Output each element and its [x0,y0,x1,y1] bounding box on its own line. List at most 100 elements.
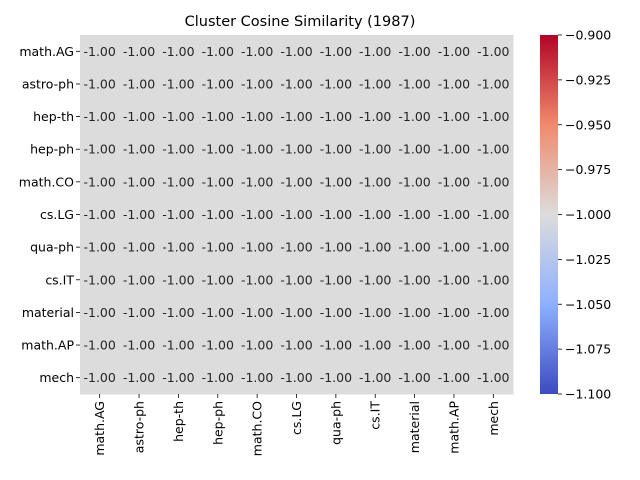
heatmap-cell [119,263,160,297]
y-tick-label: math.AP [21,338,74,353]
cell-value-label: -1.00 [398,109,430,124]
heatmap-cell [198,198,238,232]
heatmap-cell [198,230,238,264]
heatmap-cell [198,67,238,101]
heatmap-cell [276,67,317,101]
heatmap-cell [355,100,396,134]
heatmap-cell [237,230,278,264]
heatmap-cell [473,100,514,134]
cell-value-label: -1.00 [202,305,234,320]
x-tick-label: cs.IT [368,401,383,430]
y-tick-label: material [22,305,74,320]
cell-value-label: -1.00 [398,370,430,385]
cell-value-label: -1.00 [477,174,509,189]
cell-value-label: -1.00 [162,44,194,59]
heatmap-cell [316,132,357,167]
heatmap-cell [119,328,160,362]
colorbar-tick-label: −1.025 [565,252,611,267]
colorbar-tick-label: −1.075 [565,342,611,357]
cell-value-label: -1.00 [477,305,509,320]
cell-value-label: -1.00 [241,207,273,222]
y-tick-label: mech [39,370,74,385]
cell-value-label: -1.00 [438,76,470,91]
cell-value-label: -1.00 [398,272,430,287]
heatmap-cell [276,230,317,264]
heatmap-cell [198,165,238,199]
heatmap-cell [80,132,120,167]
cell-value-label: -1.00 [84,44,116,59]
x-tick-label: hep-th [171,401,186,442]
heatmap-cell [355,328,396,362]
x-axis: math.AG astro-ph hep-th hep-ph math.CO cs.LG q… [92,394,501,456]
cell-value-label: -1.00 [477,240,509,255]
heatmap-cell [80,328,120,362]
heatmap-cell [355,35,396,69]
cell-value-label: -1.00 [123,338,155,353]
cell-value-label: -1.00 [241,240,273,255]
cell-value-label: -1.00 [359,207,391,222]
heatmap-cell [473,230,514,264]
colorbar-gradient [540,35,558,394]
cell-value-label: -1.00 [359,272,391,287]
cell-value-label: -1.00 [280,305,312,320]
y-tick-label: hep-th [33,109,74,124]
heatmap-cell [394,296,435,330]
heatmap-cell [158,230,199,264]
heatmap-cell [316,328,357,362]
cell-value-label: -1.00 [320,370,352,385]
heatmap-cell [394,328,435,362]
cell-value-label: -1.00 [123,174,155,189]
heatmap-cell [473,132,514,167]
heatmap-cell [355,67,396,101]
cell-value-label: -1.00 [162,76,194,91]
cell-value-label: -1.00 [123,272,155,287]
heatmap-cell [316,263,357,297]
cell-value-label: -1.00 [162,240,194,255]
cell-value-label: -1.00 [438,109,470,124]
heatmap-cell [473,263,514,297]
heatmap-cell [276,263,317,297]
colorbar-tick-label: −1.050 [565,297,611,312]
cell-value-label: -1.00 [477,142,509,157]
heatmap-cell [80,100,120,134]
heatmap-cell [316,296,357,330]
x-tick-label: cs.LG [289,401,304,435]
heatmap-cell [237,361,278,395]
heatmap-cell [355,165,396,199]
cell-value-label: -1.00 [438,207,470,222]
heatmap-cell [119,100,160,134]
y-tick-label: qua-ph [30,240,74,255]
cell-value-label: -1.00 [438,272,470,287]
cell-value-label: -1.00 [398,174,430,189]
heatmap-cell [473,165,514,199]
cell-value-label: -1.00 [162,305,194,320]
cell-value-label: -1.00 [477,370,509,385]
cell-value-label: -1.00 [320,142,352,157]
heatmap-cell [355,198,396,232]
heatmap-cell [316,230,357,264]
heatmap-cell [276,361,317,395]
heatmap-cell [158,100,199,134]
cell-value-label: -1.00 [280,109,312,124]
cell-value-label: -1.00 [438,44,470,59]
heatmap-cell [276,198,317,232]
heatmap-cell [434,230,475,264]
heatmap-cell [198,328,238,362]
cell-value-label: -1.00 [320,207,352,222]
cell-value-label: -1.00 [241,174,273,189]
cell-value-label: -1.00 [241,370,273,385]
heatmap-cell [198,263,238,297]
heatmap-cell [355,132,396,167]
heatmap-cell [473,67,514,101]
heatmap-cell [276,328,317,362]
colorbar-tick-label: −0.975 [565,162,611,177]
colorbar: −0.900 −0.925 −0.950 −0.975 −1.000 −1.025 −1.0… [540,28,611,402]
cell-value-label: -1.00 [359,109,391,124]
cell-value-label: -1.00 [398,207,430,222]
x-tick-label: math.AG [92,401,107,456]
cell-value-label: -1.00 [123,305,155,320]
cell-value-label: -1.00 [359,44,391,59]
cell-value-label: -1.00 [241,272,273,287]
heatmap-cell [198,35,238,69]
